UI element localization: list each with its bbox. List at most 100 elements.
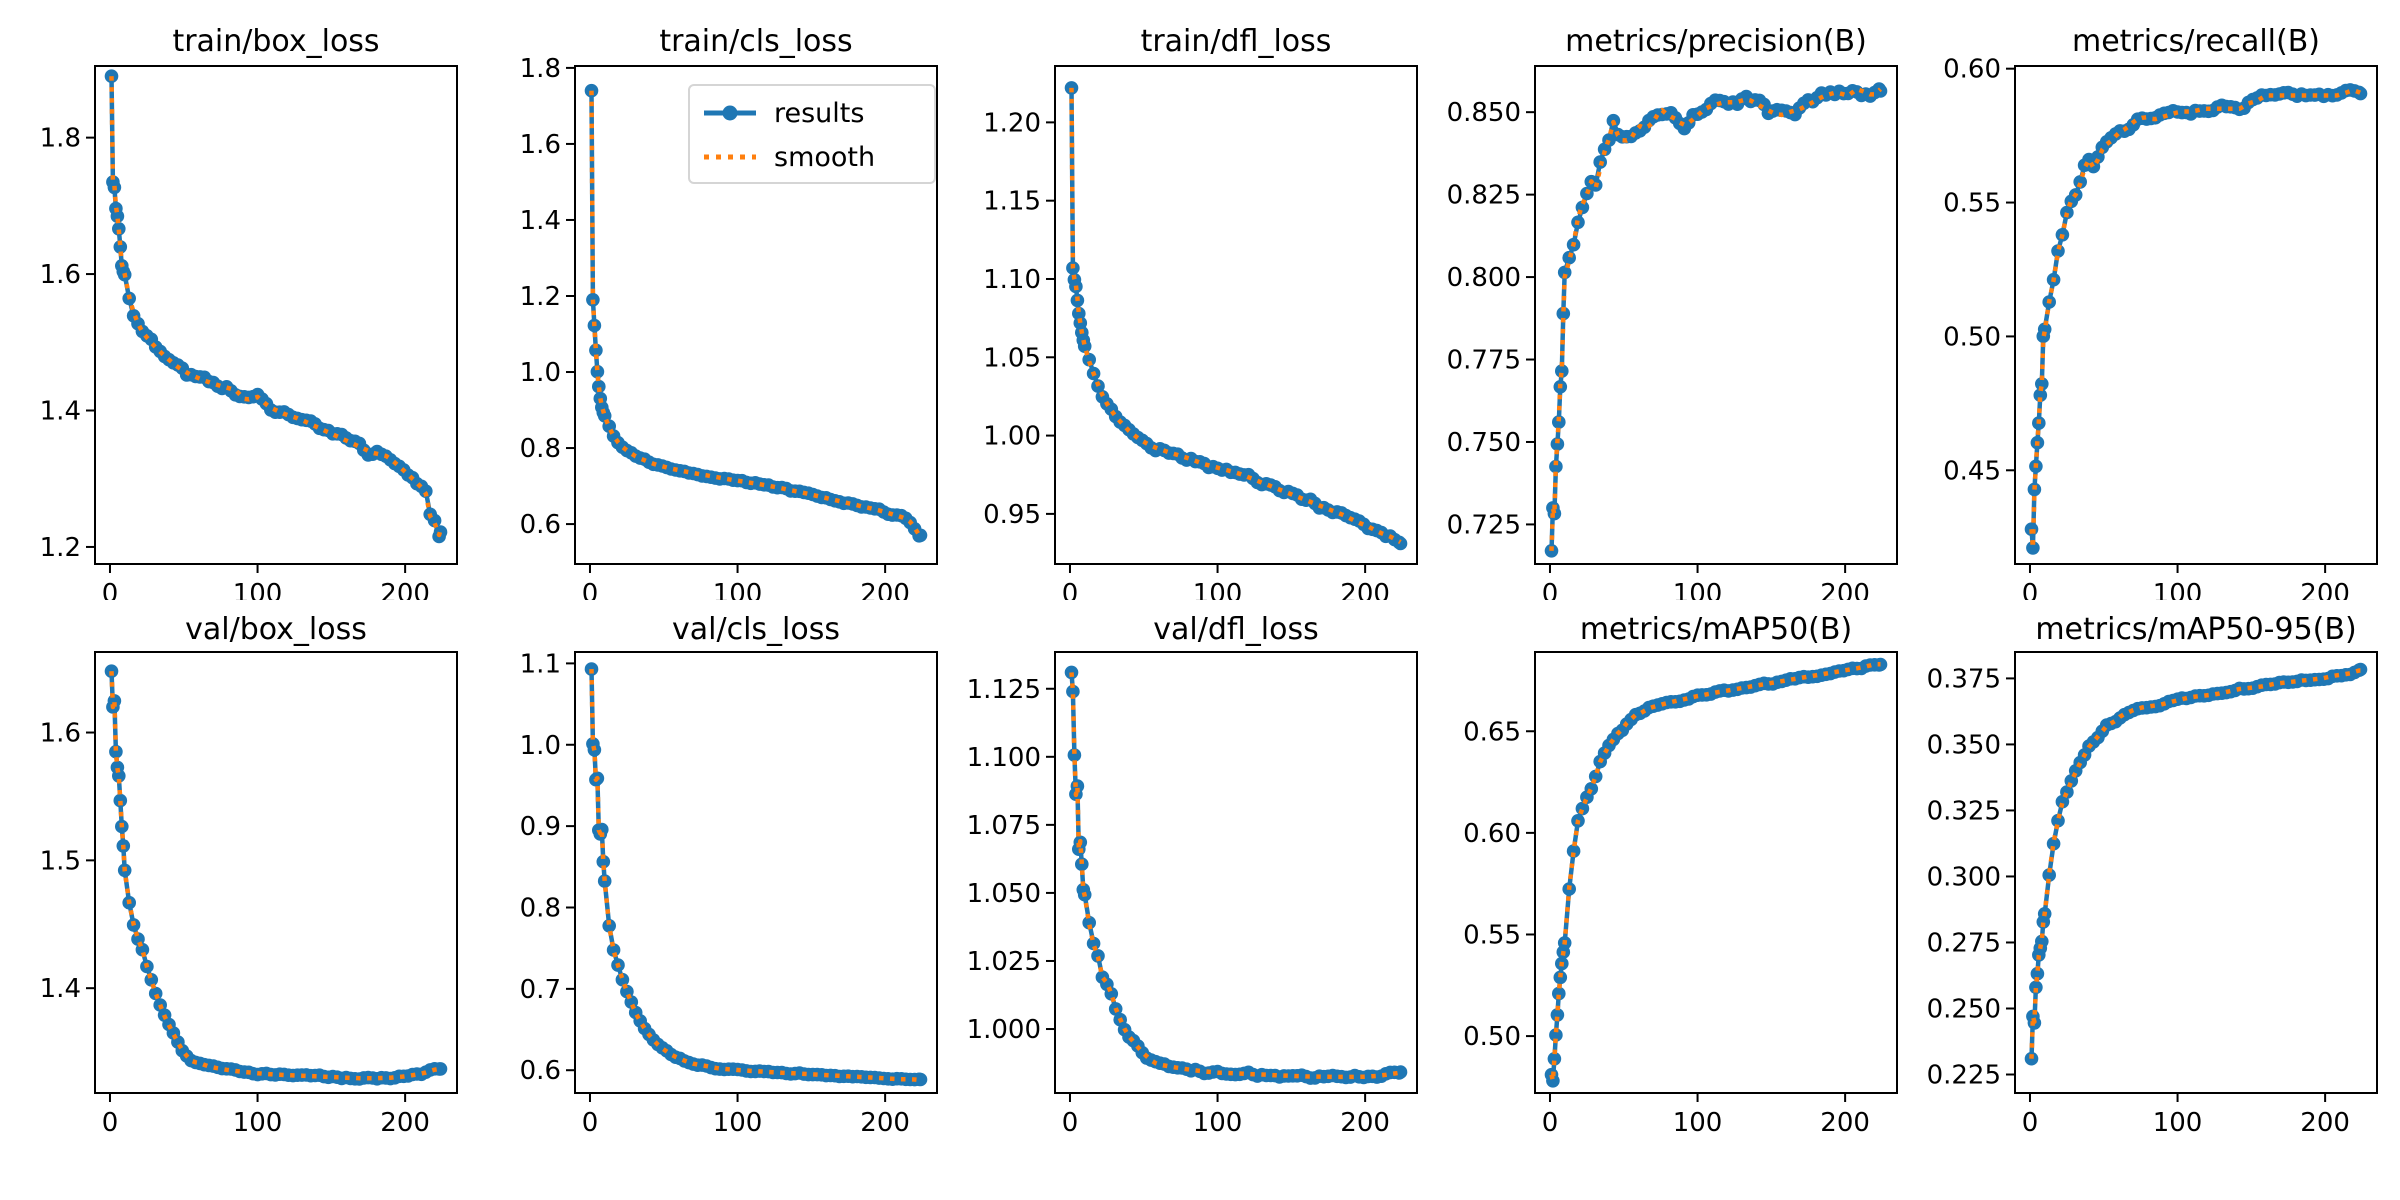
svg-text:1.100: 1.100 [967, 743, 1041, 773]
svg-text:1.20: 1.20 [983, 108, 1041, 138]
svg-text:1.025: 1.025 [967, 947, 1041, 977]
svg-text:200: 200 [2300, 1108, 2350, 1138]
svg-text:0: 0 [1542, 1108, 1559, 1138]
svg-text:0.350: 0.350 [1927, 730, 2001, 760]
svg-text:0.300: 0.300 [1927, 862, 2001, 892]
subplot-metrics-map50: 0.50 0.55 0.60 0.65 0 100 200 metrics/mAP50(B) [1440, 600, 1920, 1200]
plot-title-train-box-loss: train/box_loss [172, 24, 380, 59]
plot-canvas-train-cls-loss: 0.6 0.8 1.0 1.2 1.4 1.6 1.8 0 100 200 [520, 54, 938, 600]
plot-canvas-train-box-loss: 1.2 1.4 1.6 1.8 0 100 200 [40, 65, 458, 600]
svg-text:1.8: 1.8 [40, 124, 81, 154]
svg-text:100: 100 [2153, 1108, 2203, 1138]
legend-row-smooth: smooth [702, 140, 928, 174]
subplot-train-box-loss: 1.2 1.4 1.6 1.8 0 100 200 train/box_loss [0, 0, 480, 600]
svg-text:1.2: 1.2 [520, 282, 561, 312]
svg-text:0.60: 0.60 [1463, 819, 1521, 849]
svg-text:100: 100 [233, 1108, 283, 1138]
svg-text:1.125: 1.125 [967, 675, 1041, 705]
plot-title-metrics-recall: metrics/recall(B) [2071, 24, 2320, 59]
svg-text:1.0: 1.0 [520, 731, 561, 761]
svg-text:1.6: 1.6 [40, 719, 81, 749]
svg-text:0: 0 [102, 1108, 119, 1138]
legend-results-line-icon [704, 105, 756, 121]
plot-canvas-val-cls-loss: 0.6 0.7 0.8 0.9 1.0 1.1 0 100 200 [520, 649, 938, 1138]
svg-text:1.075: 1.075 [967, 811, 1041, 841]
svg-text:0.45: 0.45 [1943, 456, 2001, 486]
svg-text:1.05: 1.05 [983, 343, 1041, 373]
svg-text:1.10: 1.10 [983, 265, 1041, 295]
svg-text:200: 200 [1820, 1108, 1870, 1138]
subplot-val-box-loss: 1.4 1.5 1.6 0 100 200 val/box_loss [0, 600, 480, 1200]
svg-text:100: 100 [2153, 579, 2203, 600]
legend-row-results: results [702, 96, 928, 130]
subplot-metrics-precision: 0.725 0.750 0.775 0.800 0.825 0.850 0 100 200 me… [1440, 0, 1920, 600]
svg-text:1.8: 1.8 [520, 54, 561, 84]
plot-title-val-box-loss: val/box_loss [185, 612, 367, 647]
svg-text:0: 0 [1542, 579, 1559, 600]
svg-text:100: 100 [1673, 1108, 1723, 1138]
svg-text:0.95: 0.95 [983, 500, 1041, 530]
svg-text:0.6: 0.6 [520, 510, 561, 540]
svg-text:1.6: 1.6 [40, 260, 81, 290]
svg-text:0.225: 0.225 [1927, 1061, 2001, 1091]
svg-text:0.8: 0.8 [520, 893, 561, 923]
svg-text:0.55: 0.55 [1943, 189, 2001, 219]
svg-text:1.2: 1.2 [40, 533, 81, 563]
svg-text:1.0: 1.0 [520, 358, 561, 388]
plot-canvas-val-box-loss: 1.4 1.5 1.6 0 100 200 [40, 651, 458, 1138]
svg-text:0.850: 0.850 [1447, 98, 1521, 128]
plot-canvas-train-dfl-loss: 0.95 1.00 1.05 1.10 1.15 1.20 0 100 200 [983, 65, 1418, 600]
svg-text:1.6: 1.6 [520, 130, 561, 160]
svg-text:0.65: 0.65 [1463, 717, 1521, 747]
svg-text:0.375: 0.375 [1927, 664, 2001, 694]
svg-text:0: 0 [582, 579, 599, 600]
svg-text:0.250: 0.250 [1927, 994, 2001, 1024]
svg-text:200: 200 [1820, 579, 1870, 600]
subplot-train-cls-loss: 0.6 0.8 1.0 1.2 1.4 1.6 1.8 0 100 200 train/cls_l… [480, 0, 960, 600]
svg-text:1.5: 1.5 [40, 846, 81, 876]
svg-text:1.1: 1.1 [520, 649, 561, 679]
svg-text:0.750: 0.750 [1447, 428, 1521, 458]
svg-text:0.7: 0.7 [520, 975, 561, 1005]
svg-text:0.800: 0.800 [1447, 263, 1521, 293]
plot-canvas-metrics-precision: 0.725 0.750 0.775 0.800 0.825 0.850 0 100 200 [1447, 65, 1898, 600]
plot-title-val-cls-loss: val/cls_loss [672, 612, 840, 647]
svg-text:0: 0 [102, 579, 119, 600]
plot-title-train-cls-loss: train/cls_loss [659, 24, 853, 59]
svg-text:0: 0 [2022, 579, 2039, 600]
svg-text:1.4: 1.4 [520, 206, 561, 236]
svg-text:200: 200 [380, 1108, 430, 1138]
svg-text:200: 200 [1340, 1108, 1390, 1138]
svg-text:0.725: 0.725 [1447, 510, 1521, 540]
svg-text:1.4: 1.4 [40, 974, 81, 1004]
svg-text:1.00: 1.00 [983, 422, 1041, 452]
svg-text:0.50: 0.50 [1463, 1022, 1521, 1052]
svg-text:1.000: 1.000 [967, 1015, 1041, 1045]
svg-text:1.4: 1.4 [40, 397, 81, 427]
svg-text:0: 0 [1062, 1108, 1079, 1138]
svg-text:0.775: 0.775 [1447, 346, 1521, 376]
svg-text:1.15: 1.15 [983, 187, 1041, 217]
svg-text:200: 200 [1340, 579, 1390, 600]
svg-text:0.50: 0.50 [1943, 322, 2001, 352]
subplot-val-dfl-loss: 1.000 1.025 1.050 1.075 1.100 1.125 0 100 200 va… [960, 600, 1440, 1200]
legend: results smooth [688, 84, 936, 184]
plot-canvas-metrics-map50: 0.50 0.55 0.60 0.65 0 100 200 [1463, 651, 1898, 1138]
svg-text:0.55: 0.55 [1463, 920, 1521, 950]
svg-text:100: 100 [713, 1108, 763, 1138]
svg-text:0.325: 0.325 [1927, 796, 2001, 826]
svg-text:100: 100 [233, 579, 283, 600]
subplot-metrics-map50-95: 0.225 0.250 0.275 0.300 0.325 0.350 0.375 0 100 2… [1920, 600, 2400, 1200]
subplot-train-dfl-loss: 0.95 1.00 1.05 1.10 1.15 1.20 0 100 200 train/df… [960, 0, 1440, 600]
plot-canvas-metrics-map50-95: 0.225 0.250 0.275 0.300 0.325 0.350 0.375 0 100 2… [1927, 651, 2378, 1138]
svg-text:100: 100 [1193, 1108, 1243, 1138]
svg-text:100: 100 [713, 579, 763, 600]
svg-text:0.60: 0.60 [1943, 55, 2001, 85]
svg-text:0: 0 [1062, 579, 1079, 600]
plot-title-metrics-map50-95: metrics/mAP50-95(B) [2035, 612, 2357, 647]
svg-text:0.9: 0.9 [520, 812, 561, 842]
svg-text:1.050: 1.050 [967, 879, 1041, 909]
svg-text:0: 0 [2022, 1108, 2039, 1138]
legend-smooth-line-icon [704, 154, 756, 160]
